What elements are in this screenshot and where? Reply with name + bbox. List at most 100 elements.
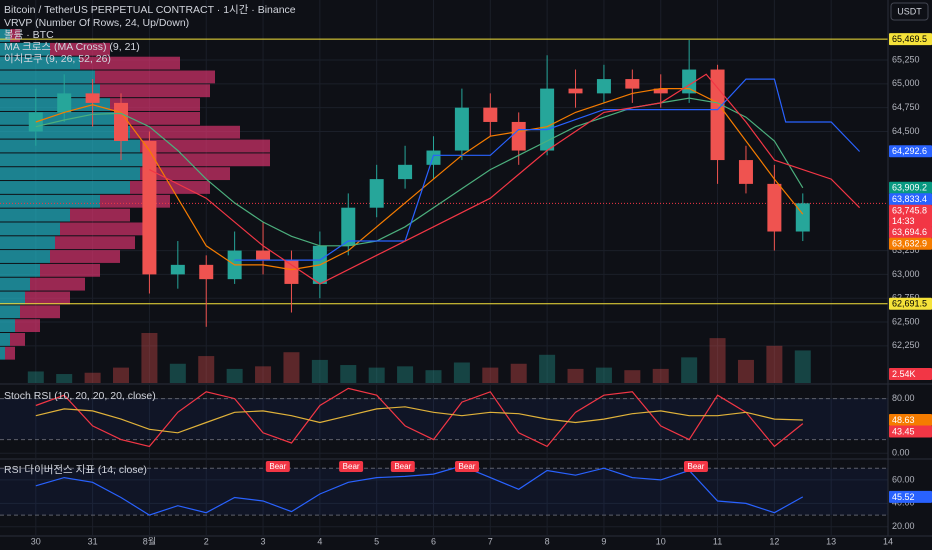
volume-bar [681,357,698,383]
annotation-box [455,461,480,472]
candle-body [767,183,782,232]
annotation-label: Bear [688,462,705,471]
annotation-box [339,461,364,472]
volume-bar [794,350,811,383]
volume-bar [453,362,470,383]
x-tick-label: 9 [601,536,606,546]
y-tick-label: 65,250 [892,54,920,64]
candle-body [710,69,725,161]
vrvp-down [20,305,60,319]
indicator-label: MA 크로스 (MA Cross) (9, 21) [4,41,140,53]
panel-title: Stoch RSI (10, 20, 20, 20, close) [4,390,156,402]
vrvp-up [0,333,10,346]
volume-bar [27,371,44,383]
x-tick-label: 8월 [143,535,156,546]
price-label-bg [889,204,932,217]
vrvp-down [120,111,200,125]
volume-bar [482,367,499,383]
y-tick-label: 64,750 [892,102,920,112]
vrvp-up [0,70,95,84]
volume-bar [709,338,726,383]
vrvp-down [60,222,150,236]
volume-bar [624,370,641,383]
vrvp-up [0,250,50,263]
volume-bar [283,352,300,383]
annotation-box [265,461,290,472]
candle-body [625,79,640,89]
price-label-bg [889,297,932,310]
price-label: 63,632.9 [892,239,927,249]
candle-body [738,160,753,184]
vrvp-down [15,319,40,333]
y-tick-label: 65,000 [892,78,920,88]
background-layer: 65,250 65,000 64,750 64,500 63,250 63,000 62,7… [0,0,920,535]
vrvp-up [0,153,150,167]
countdown-bg [889,215,932,227]
vrvp-down [100,84,210,98]
price-label: 64,292.6 [892,146,927,156]
x-tick-label: 11 [713,536,722,546]
currency-button[interactable] [890,2,929,21]
currency-label[interactable]: USDT [897,6,922,16]
annotation-box [683,461,708,472]
candle-body [483,107,498,122]
vrvp-up [0,56,80,70]
price-label: 43.45 [892,426,915,436]
y-tick-label: 62,250 [892,340,920,350]
volume-bar [510,363,527,383]
price-label: 62,691.5 [892,299,927,309]
candle-body [142,141,157,275]
countdown: 14:33 [892,216,915,226]
vrvp-down [95,70,215,84]
vrvp-down [40,263,100,277]
volume-bar [425,370,442,383]
y-tick-label: 80.00 [892,393,915,403]
indicator-line [234,78,861,261]
price-label: 63,694.6 [892,227,927,237]
vrvp-up [0,277,30,291]
candle-body [85,93,100,103]
vrvp-up [0,125,130,139]
vrvp-up [0,84,100,98]
vrvp-up [0,319,15,333]
price-label: 65,469.5 [892,34,927,44]
indicator-label: 이치모쿠 (9, 26, 52, 26) [4,53,111,65]
x-tick-label: 3 [261,536,266,546]
vrvp-up [0,139,140,153]
price-label: 63,909.2 [892,183,927,193]
price-label-bg [889,490,932,503]
vrvp-down [25,291,70,305]
x-tick-label: 10 [656,536,666,546]
vrvp-up [0,167,140,181]
vrvp-down [100,194,170,208]
x-tick-label: 5 [374,536,379,546]
volume-bar [737,359,754,383]
vrvp-down [140,139,270,153]
vrvp-down [70,208,130,222]
volume-bar [567,368,584,383]
candle-body [369,179,384,208]
indicator-label: VRVP (Number Of Rows, 24, Up/Down) [4,17,189,29]
annotation-label: Bear [459,462,476,471]
y-tick-label: 0.00 [892,448,910,458]
volume-bar [198,356,215,383]
candle-body [256,250,271,261]
volume-bar [226,368,243,383]
x-tick-label: 8 [545,536,550,546]
candle-body [511,121,526,151]
price-label-bg [889,181,932,194]
plot-layer [28,40,861,516]
x-tick-label: 6 [431,536,436,546]
price-label-bg [889,226,932,239]
vrvp-down [30,277,85,291]
x-tick-label: 14 [883,536,893,546]
y-tick-label: 63,000 [892,269,920,279]
vrvp-down [5,346,15,360]
vrvp-up [0,208,70,222]
y-tick-label: 60.00 [892,474,915,484]
price-label: 48.63 [892,415,915,425]
x-tick-label: 31 [88,536,98,546]
volume-label: 2.54K [892,369,916,379]
indicator-line [35,88,804,271]
volume-bar [255,366,272,383]
